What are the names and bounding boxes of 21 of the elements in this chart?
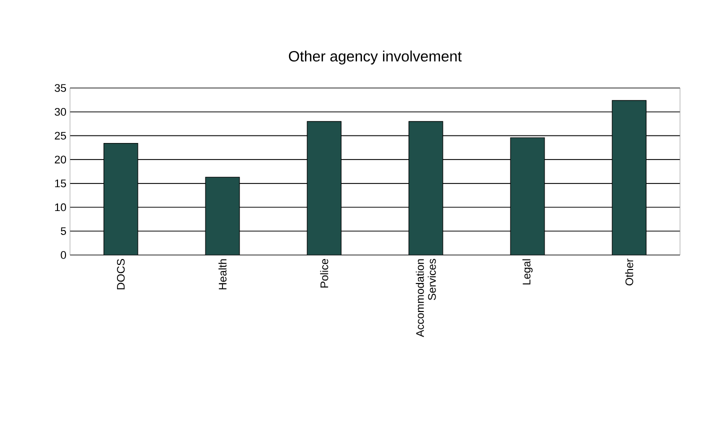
- y-tick-label: 10: [55, 203, 66, 212]
- y-tick-label: 5: [60, 227, 66, 235]
- bar: [408, 121, 444, 255]
- x-tick-label: DOCS: [116, 259, 125, 290]
- x-tick-label: Legal: [522, 259, 533, 284]
- x-tick-label: Other: [625, 258, 634, 286]
- bar: [510, 137, 545, 255]
- bar: [306, 121, 342, 255]
- y-tick-label: 15: [55, 180, 66, 188]
- y-tick-label: 20: [54, 156, 66, 164]
- y-tick-label: 35: [54, 84, 66, 92]
- y-tick-label: 30: [54, 108, 66, 116]
- bar: [612, 100, 646, 255]
- x-tick-label: Accommodation Services: [416, 258, 436, 338]
- chart-title: Other agency involvement: [288, 50, 462, 64]
- x-tick-label: Health: [218, 259, 227, 290]
- y-tick-label: 0: [60, 251, 66, 259]
- bar: [205, 176, 240, 255]
- y-tick-label: 25: [54, 132, 66, 140]
- x-tick-label: Police: [320, 259, 328, 288]
- bar: [104, 143, 138, 255]
